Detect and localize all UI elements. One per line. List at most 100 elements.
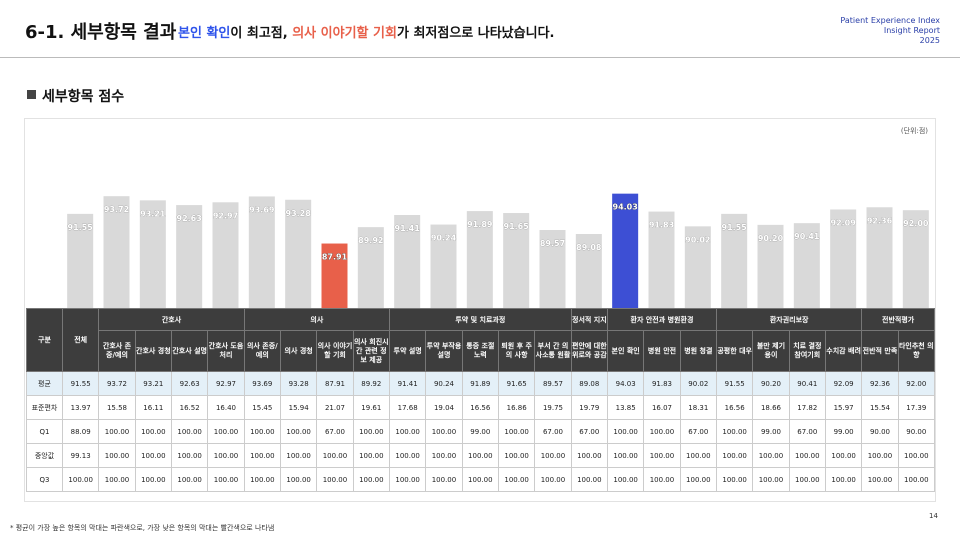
cell: 93.28 [279,371,318,396]
bar-label: 91.55 [68,223,94,232]
title: 6-1. 세부항목 결과 [25,22,177,43]
table-corner: 구분 [26,308,63,372]
group-header: 환자권리보장 [715,308,863,331]
bar-label: 93.28 [286,209,312,218]
cell: 100.00 [643,419,681,444]
table-row: 중앙값 99.13 100.00 100.00 100.00 100.00 100.00 10… [26,443,935,468]
cell: 16.52 [170,395,209,420]
column-header: 의사 존중/예의 [243,330,281,372]
bar [285,199,312,308]
cell: 100.00 [461,467,499,492]
column-header: 편안에 대한 위로와 공감 [570,330,608,372]
section-icon [27,90,36,99]
bar-label: 91.83 [649,221,674,230]
cell: 100.00 [497,467,536,492]
cell: 92.97 [207,371,245,396]
column-header: 타인추천 의향 [897,330,935,372]
cell: 90.24 [425,371,463,396]
cell: 15.54 [861,395,899,420]
bar [830,209,857,308]
cell: 67.00 [570,419,608,444]
cell: 91.65 [497,371,536,396]
cell: 18.66 [752,395,790,420]
table-row: 평균 91.55 93.72 93.21 92.63 92.97 93.69 93.28 87.… [26,371,935,396]
row-label: 중앙값 [26,443,63,468]
cell: 90.20 [752,371,790,396]
bar-label: 92.63 [177,214,202,223]
cell: 100.00 [207,467,245,492]
bar [103,196,130,308]
cell: 100.00 [207,443,245,468]
footnote: * 평균이 가장 높은 항목의 막대는 파란색으로, 가장 낮은 항목의 막대는… [10,524,275,532]
cell: 100.00 [316,443,354,468]
cell: 100.00 [134,443,172,468]
cell: 100.00 [752,467,790,492]
bar-label: 91.65 [504,222,530,231]
cell: 100.00 [643,443,681,468]
cell: 90.41 [788,371,826,396]
cell: 100.00 [98,419,136,444]
cell: 17.68 [388,395,427,420]
column-header: 병원 청결 [679,330,717,372]
bar-label: 90.41 [794,232,820,241]
bar [648,211,675,308]
cell: 100.00 [752,443,790,468]
bar-label: 92.97 [213,211,238,220]
row-label: 평균 [26,371,63,396]
cell: 100.00 [243,419,281,444]
cell: 100.00 [207,419,245,444]
cell: 93.69 [243,371,281,396]
bar [503,213,530,308]
cell: 100.00 [606,419,645,444]
subtitle-part: 본인 확인 [178,26,231,41]
cell: 100.00 [788,467,826,492]
column-header: 수치감 배려 [824,330,863,372]
bar-label: 93.69 [249,205,275,214]
bar [466,211,493,308]
bar-label: 91.55 [722,223,748,232]
report-line: Insight Report [883,26,940,35]
row-label: 표준편차 [26,395,63,420]
cell: 15.58 [98,395,136,420]
column-header: 통증 조절 노력 [461,330,499,372]
bar [612,193,639,308]
divider [0,57,960,58]
cell: 100.00 [861,443,899,468]
chart: 91.55 93.72 93.21 92.63 92.97 93.69 93.28 87.91… [67,193,929,308]
cell: 17.82 [788,395,826,420]
bar-label: 89.08 [576,243,602,252]
bar-label: 92.00 [903,219,929,228]
cell: 100.00 [425,419,463,444]
cell: 93.21 [134,371,172,396]
cell: 90.00 [897,419,935,444]
cell: 100.00 [134,467,172,492]
cell: 16.07 [643,395,681,420]
chart-panel [24,118,936,502]
cell: 16.56 [461,395,499,420]
subtitle-part: 가 최저점으로 나타났습니다. [396,26,555,41]
column-header: 간호사 존중/예의 [98,330,136,372]
table-row: 표준편차 13.97 15.58 16.11 16.52 16.40 15.45 15.94 2… [26,395,935,420]
cell: 100.00 [243,443,281,468]
cell: 100.00 [861,467,899,492]
row-label: Q3 [26,467,63,492]
column-header: 간호사 도움처리 [207,330,245,372]
cell: 100.00 [316,467,354,492]
bar [139,200,166,308]
bar [539,230,566,308]
cell: 100.00 [170,443,209,468]
cell: 13.85 [606,395,645,420]
table-row: Q3 100.00 100.00 100.00 100.00 100.00 100.00 10… [26,467,935,492]
subtitle: 본인 확인이 최고점, 의사 이야기할 기회가 최저점으로 나타났습니다. [178,22,554,41]
cell: 88.09 [61,419,100,444]
bar [357,227,384,308]
column-header: 전체 [61,308,100,372]
bar [248,196,275,308]
cell: 91.55 [61,371,100,396]
column-header: 의사 경청 [279,330,318,372]
cell: 100.00 [352,467,390,492]
cell: 93.72 [98,371,136,396]
column-header: 병원 안전 [643,330,681,372]
column-header: 퇴원 후 주의 사항 [497,330,536,372]
bar [430,224,457,308]
